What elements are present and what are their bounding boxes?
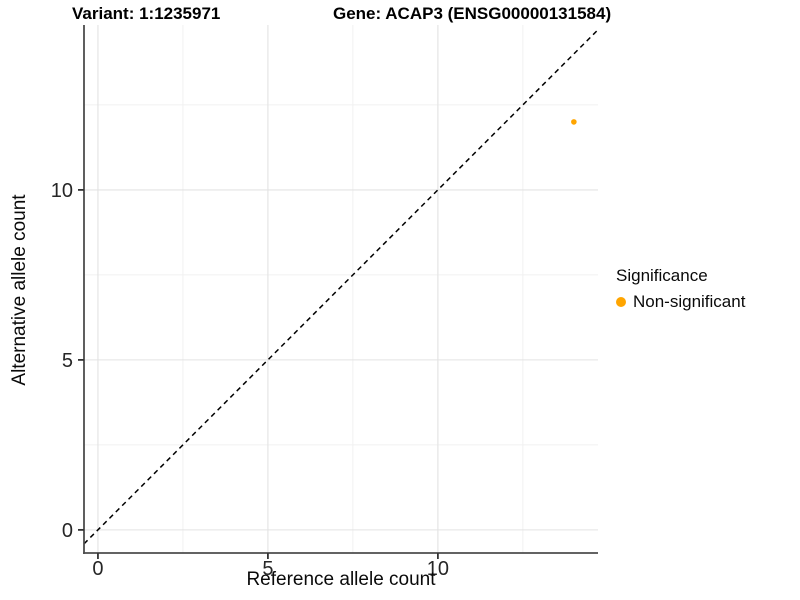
plot-title-variant: Variant: 1:1235971 xyxy=(72,4,221,23)
legend: Significance Non-significant xyxy=(616,266,745,312)
plot-title-gene: Gene: ACAP3 (ENSG00000131584) xyxy=(333,4,612,23)
y-axis-title: Alternative allele count xyxy=(9,194,30,386)
legend-item-label: Non-significant xyxy=(633,292,746,311)
svg-text:5: 5 xyxy=(262,558,273,580)
legend-point-icon xyxy=(616,297,626,307)
svg-text:5: 5 xyxy=(62,350,73,372)
svg-text:0: 0 xyxy=(92,558,103,580)
data-point xyxy=(571,119,577,125)
svg-text:0: 0 xyxy=(62,520,73,542)
x-axis-title: Reference allele count xyxy=(246,569,436,590)
legend-title: Significance xyxy=(616,266,708,285)
legend-item: Non-significant xyxy=(616,292,745,312)
svg-text:10: 10 xyxy=(427,558,449,580)
svg-text:10: 10 xyxy=(51,180,73,202)
